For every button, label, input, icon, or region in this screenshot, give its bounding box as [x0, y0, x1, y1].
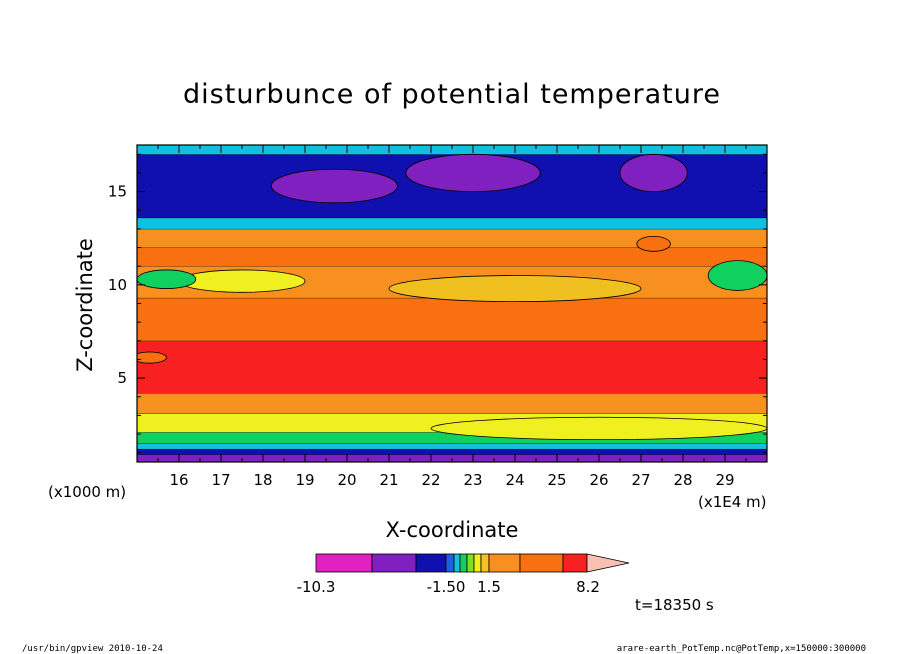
- contour-region-4: [137, 269, 197, 289]
- contour-band-9: [137, 247, 767, 267]
- time-label: t=18350 s: [635, 596, 714, 614]
- contour-band-5: [137, 393, 767, 414]
- contour-region-1: [405, 153, 541, 193]
- x-tick-label: 20: [337, 471, 356, 489]
- x-tick-label: 29: [715, 471, 734, 489]
- colorbar-segment-5: [459, 553, 468, 573]
- contour-band-11: [137, 217, 767, 229]
- contour-region-5: [707, 260, 767, 291]
- cbar-label-3: 8.2: [576, 578, 600, 596]
- x-tick-label: 28: [673, 471, 692, 489]
- x-tick-label: 21: [379, 471, 398, 489]
- x-tick-label: 27: [631, 471, 650, 489]
- y-tick-label: 15: [108, 183, 127, 201]
- plot-area: 16 17 18 19 20 21 22 23 24 25 26 27 28 29 5 10 15: [108, 144, 768, 489]
- x-axis: 16 17 18 19 20 21 22 23 24 25 26 27 28 29: [136, 145, 768, 489]
- footer-right: arare-earth_PotTemp.nc@PotTemp,x=150000:…: [617, 644, 866, 654]
- x-axis-label: X-coordinate: [386, 518, 519, 542]
- contour-region-0: [270, 168, 398, 204]
- contour-band-1: [137, 448, 767, 455]
- contour-band-3: [137, 432, 767, 444]
- footer-left: /usr/bin/gpview 2010-10-24: [22, 644, 163, 654]
- y-tick-label: 10: [108, 276, 127, 294]
- cbar-label-2: 1.5: [477, 578, 501, 596]
- colorbar-segment-9: [488, 553, 521, 573]
- contour-region-2: [619, 153, 688, 193]
- colorbar-segment-4: [453, 553, 461, 573]
- colorbar-segment-11: [562, 553, 588, 573]
- chart-title: disturbunce of potential temperature: [183, 79, 721, 110]
- colorbar-segment-3: [445, 553, 455, 573]
- contour-band-6: [137, 340, 767, 394]
- colorbar-segment-1: [371, 553, 417, 573]
- cbar-label-1: -1.50: [427, 578, 466, 596]
- contour-region-9: [137, 351, 167, 364]
- x-tick-label: 25: [547, 471, 566, 489]
- x-tick-label: 23: [463, 471, 482, 489]
- contour-band-13: [137, 145, 767, 155]
- contour-band-2: [137, 443, 767, 449]
- x-tick-label: 19: [295, 471, 314, 489]
- cbar-label-0: -10.3: [297, 578, 336, 596]
- x-tick-label: 17: [211, 471, 230, 489]
- contour-region-3: [178, 269, 306, 293]
- contour-band-10: [137, 228, 767, 248]
- colorbar-segment-6: [466, 553, 475, 573]
- contour-blobs: [137, 153, 767, 441]
- y-axis: 5 10 15: [108, 153, 767, 454]
- colorbar-arrow: [586, 553, 630, 573]
- x-tick-label: 26: [589, 471, 608, 489]
- x-tick-label: 22: [421, 471, 440, 489]
- x-unit-left-label: (x1000 m): [48, 483, 126, 501]
- colorbar: [315, 553, 630, 573]
- x-unit-right-label: (x1E4 m): [698, 493, 767, 511]
- contour-region-8: [430, 416, 767, 441]
- x-tick-label: 24: [505, 471, 524, 489]
- contour-region-6: [388, 275, 642, 303]
- colorbar-segment-10: [519, 553, 564, 573]
- y-tick-label: 5: [117, 369, 127, 387]
- x-tick-label: 18: [253, 471, 272, 489]
- x-tick-label: 16: [169, 471, 188, 489]
- colorbar-segment-2: [415, 553, 447, 573]
- contour-band-7: [137, 297, 767, 341]
- colorbar-segment-7: [473, 553, 482, 573]
- colorbar-segment-0: [315, 553, 373, 573]
- colorbar-segment-8: [480, 553, 490, 573]
- y-axis-label: Z-coordinate: [73, 238, 97, 372]
- contour-bands: [137, 145, 767, 462]
- contour-region-7: [636, 235, 671, 252]
